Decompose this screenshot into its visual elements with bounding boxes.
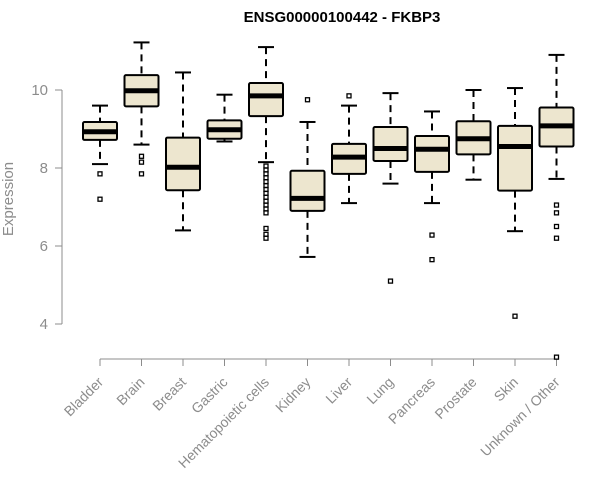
outlier-point	[138, 153, 145, 159]
box-liver	[331, 93, 367, 205]
outlier-point	[263, 210, 269, 216]
y-tick-label: 8	[40, 160, 48, 177]
iqr-box	[289, 169, 326, 212]
box-lung	[372, 92, 409, 284]
outlier-point	[429, 256, 435, 263]
box-bladder	[82, 104, 118, 202]
outlier-point	[429, 232, 435, 238]
box-unknown-other	[538, 53, 575, 360]
outlier-point	[304, 97, 311, 103]
outlier-point	[553, 202, 560, 208]
x-tick-label: Kidney	[272, 374, 314, 416]
y-tick-label: 6	[40, 238, 48, 255]
x-tick-label: Unknown / Other	[477, 374, 563, 460]
outlier-point	[138, 171, 145, 177]
y-tick-label: 10	[31, 82, 48, 99]
outlier-point	[138, 159, 145, 165]
iqr-box	[248, 81, 284, 118]
y-tick-label: 4	[40, 316, 48, 333]
box-skin	[497, 87, 533, 319]
box-breast	[165, 71, 201, 232]
box-prostate	[455, 89, 492, 181]
outlier-point	[387, 278, 394, 284]
x-tick-label: Brain	[113, 374, 147, 408]
iqr-box	[372, 126, 409, 162]
box-hematopoietic-cells	[248, 46, 284, 241]
outlier-point	[97, 196, 103, 202]
outlier-point	[553, 354, 560, 360]
outlier-point	[553, 223, 560, 230]
x-tick-label: Bladder	[61, 374, 107, 420]
x-tick-label: Skin	[491, 374, 522, 405]
box-gastric	[206, 93, 243, 143]
iqr-box	[165, 136, 201, 192]
outlier-point	[553, 210, 560, 216]
box-series	[82, 41, 575, 360]
box-kidney	[289, 97, 326, 258]
iqr-box	[497, 124, 533, 192]
y-axis: 4 6 8 10	[31, 82, 63, 333]
y-axis-label: Expression	[0, 162, 17, 236]
outlier-point	[346, 93, 352, 99]
outlier-point	[512, 313, 518, 319]
outlier-point	[263, 235, 269, 241]
chart-title: ENSG00000100442 - FKBP3	[244, 9, 441, 26]
x-tick-label: Liver	[322, 374, 355, 407]
iqr-box	[414, 135, 450, 173]
outlier-point	[263, 225, 269, 232]
outlier-point	[97, 171, 103, 177]
x-tick-label: Prostate	[431, 374, 479, 422]
x-tick-label: Breast	[149, 374, 189, 414]
box-pancreas	[414, 110, 450, 263]
x-tick-label: Lung	[363, 374, 396, 407]
outlier-point	[553, 235, 560, 241]
box-brain	[123, 41, 160, 177]
